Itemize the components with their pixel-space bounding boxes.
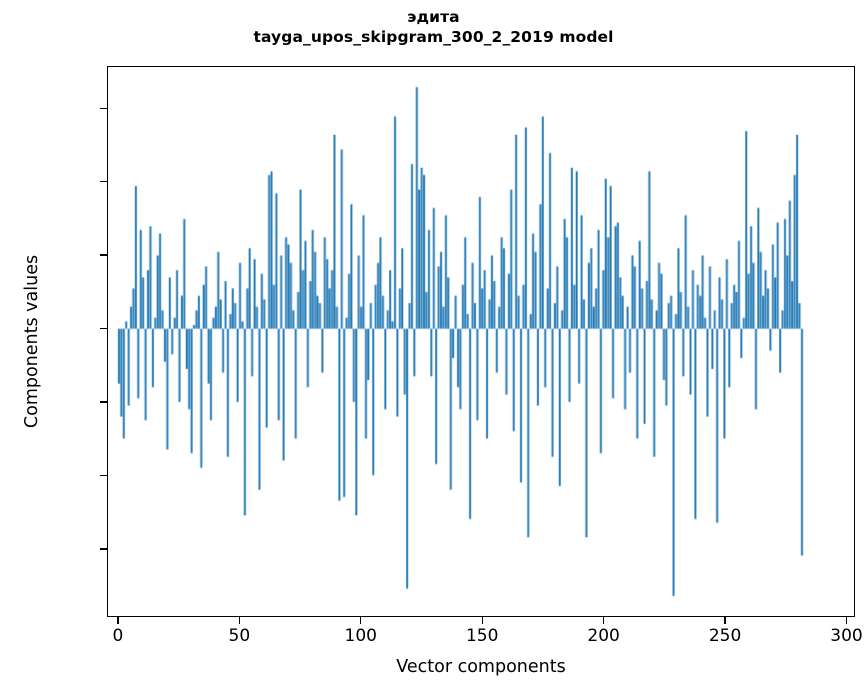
x-tick-label: 0	[112, 626, 124, 646]
y-tick-mark	[100, 474, 107, 477]
y-tick-mark	[100, 548, 107, 550]
y-tick-mark	[100, 181, 107, 183]
x-tick-mark	[238, 617, 241, 624]
chart-title-line-1: эдита	[407, 8, 460, 26]
y-tick-mark	[100, 327, 107, 330]
y-axis-label: Components values	[22, 254, 42, 429]
chart-title-line-2: tayga_upos_skipgram_300_2_2019 model	[253, 27, 614, 46]
x-tick-label: 100	[344, 626, 377, 646]
x-tick-label: 200	[587, 626, 620, 646]
x-tick-mark	[360, 617, 362, 624]
chart-title: эдита tayga_upos_skipgram_300_2_2019 mod…	[0, 8, 867, 48]
plot-axes	[107, 66, 855, 617]
y-tick-mark	[100, 107, 107, 109]
y-tick-mark	[100, 401, 107, 403]
x-tick-mark	[724, 617, 726, 624]
x-tick-mark	[481, 617, 483, 624]
x-tick-label: 300	[830, 626, 863, 646]
x-tick-mark	[117, 617, 119, 624]
x-axis-label: Vector components	[396, 657, 566, 677]
x-tick-mark	[845, 617, 848, 624]
x-tick-mark	[602, 617, 605, 624]
x-tick-label: 150	[465, 626, 499, 646]
bar-series-canvas	[108, 67, 854, 616]
y-tick-mark	[100, 254, 107, 256]
x-tick-label: 50	[228, 626, 251, 646]
x-tick-label: 250	[708, 626, 742, 646]
